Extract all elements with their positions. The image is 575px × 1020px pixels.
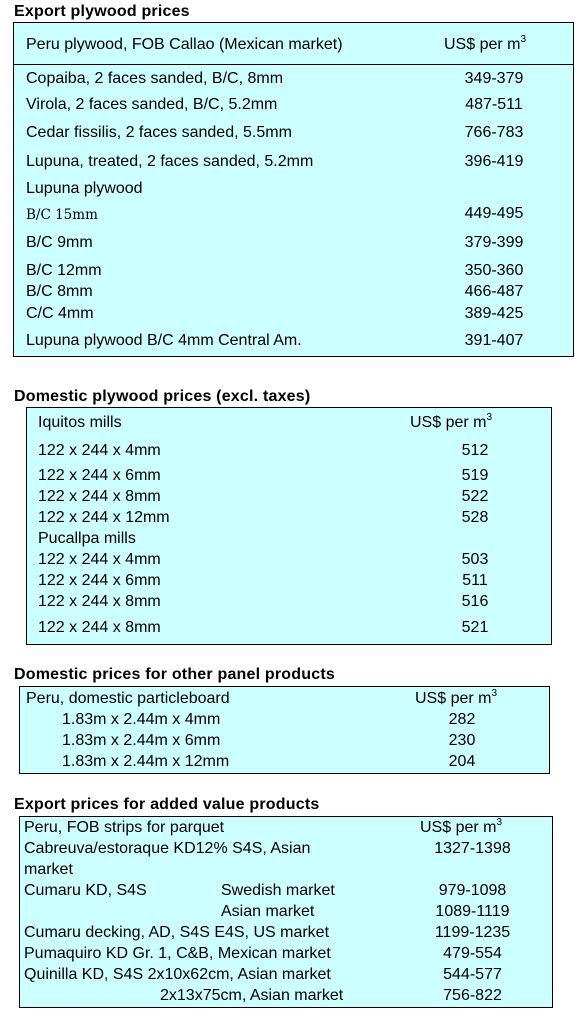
table-row-price: 512 bbox=[461, 442, 489, 459]
table-row-label: Lupuna plywood bbox=[26, 180, 143, 197]
table-row-price: 391-407 bbox=[464, 332, 524, 349]
section4-title: Export prices for added value products bbox=[14, 796, 320, 813]
table-row-price: 230 bbox=[448, 732, 476, 749]
table-row-label: 122 x 244 x 6mm bbox=[38, 572, 161, 589]
table-row-price: 503 bbox=[461, 551, 489, 568]
table-row-label: 2x13x75cm, Asian market bbox=[160, 987, 344, 1004]
table-row-price: 479-554 bbox=[443, 945, 502, 962]
table-row-label: 122 x 244 x 8mm bbox=[38, 488, 161, 505]
table-row-label: 122 x 244 x 8mm bbox=[38, 593, 161, 610]
table-row-label: Lupuna plywood B/C 4mm Central Am. bbox=[26, 332, 302, 349]
table-row-price: 544-577 bbox=[443, 966, 502, 983]
section1-title: Export plywood prices bbox=[14, 3, 190, 20]
section4-header-price: US$ per m3 bbox=[420, 817, 503, 837]
table-row-price: 521 bbox=[461, 619, 489, 636]
section4-table bbox=[19, 816, 553, 1008]
table-row-label: Cumaru decking, AD, S4S E4S, US market bbox=[24, 924, 330, 941]
table-row-label: 122 x 244 x 6mm bbox=[38, 467, 161, 484]
table-row-label: 1.83m x 2.44m x 6mm bbox=[62, 732, 221, 749]
table-row-label: 122 x 244 x 4mm bbox=[38, 442, 161, 459]
table-row-price: 389-425 bbox=[464, 305, 524, 322]
table-row-price: 979-1098 bbox=[438, 882, 507, 899]
table-row-market: Asian market bbox=[221, 903, 315, 920]
table-row-price: 519 bbox=[461, 467, 489, 484]
section2-title: Domestic plywood prices (excl. taxes) bbox=[14, 388, 311, 405]
table-row-price: 349-379 bbox=[464, 70, 524, 87]
table-row-label: 122 x 244 x 8mm bbox=[38, 619, 161, 636]
table-row-label: market bbox=[24, 861, 73, 878]
section3-header-label: Peru, domestic particleboard bbox=[26, 690, 230, 707]
table-row-label: Pucallpa mills bbox=[38, 530, 136, 547]
table-row-price: 282 bbox=[448, 711, 476, 728]
table-row-label: B/C 8mm bbox=[26, 283, 93, 300]
table-row-label: Pumaquiro KD Gr. 1, C&B, Mexican market bbox=[24, 945, 331, 962]
table-row-label: Cabreuva/estoraque KD12% S4S, Asian bbox=[24, 840, 311, 857]
section3-title: Domestic prices for other panel products bbox=[14, 666, 335, 683]
table-row-label: 1.83m x 2.44m x 12mm bbox=[62, 753, 230, 770]
table-row-label: 122 x 244 x 12mm bbox=[38, 509, 170, 526]
table-row-price: 528 bbox=[461, 509, 489, 526]
table-row-label: B/C 12mm bbox=[26, 262, 102, 279]
table-row-label: 122 x 244 x 4mm bbox=[38, 551, 161, 568]
table-row-price: 516 bbox=[461, 593, 489, 610]
table-row-market: Swedish market bbox=[221, 882, 335, 899]
table-row-label: Lupuna, treated, 2 faces sanded, 5.2mm bbox=[26, 153, 314, 170]
table-row-price: 466-487 bbox=[464, 283, 524, 300]
table-row-price: 350-360 bbox=[464, 262, 524, 279]
section2-header-label: Iquitos mills bbox=[38, 414, 122, 431]
table-row-label: C/C 4mm bbox=[26, 305, 94, 322]
table-row-price: 522 bbox=[461, 488, 489, 505]
table-row-label: Quinilla KD, S4S 2x10x62cm, Asian market bbox=[24, 966, 331, 983]
section2-table bbox=[26, 407, 552, 645]
table-row-label: B/C 9mm bbox=[26, 234, 93, 251]
table-row-price: 487-511 bbox=[465, 96, 523, 113]
table-row-price: 511 bbox=[462, 572, 488, 589]
section1-header-price: US$ per m3 bbox=[444, 34, 527, 54]
table-row-price: 204 bbox=[448, 753, 476, 770]
section3-table bbox=[19, 686, 550, 774]
section1-header-divider bbox=[13, 64, 574, 65]
table-row-price: 1089-1119 bbox=[435, 903, 510, 920]
table-row-price: 766-783 bbox=[464, 124, 524, 141]
table-row-label: 1.83m x 2.44m x 4mm bbox=[62, 711, 221, 728]
table-row-price: 1199-1235 bbox=[434, 924, 511, 941]
section1-table bbox=[13, 22, 574, 357]
section2-header-price: US$ per m3 bbox=[410, 412, 493, 432]
table-row-price: 379-399 bbox=[464, 234, 524, 251]
table-row-price: 396-419 bbox=[464, 153, 524, 170]
table-row-price: 449-495 bbox=[464, 205, 524, 222]
table-row-label: Copaiba, 2 faces sanded, B/C, 8mm bbox=[26, 70, 284, 87]
section4-header-label: Peru, FOB strips for parquet bbox=[24, 819, 225, 836]
table-row-label: B/C 15mm bbox=[26, 207, 98, 223]
table-row-label: Cedar fissilis, 2 faces sanded, 5.5mm bbox=[26, 124, 292, 141]
table-row-label: Virola, 2 faces sanded, B/C, 5.2mm bbox=[26, 96, 278, 113]
section1-header-label: Peru plywood, FOB Callao (Mexican market… bbox=[26, 36, 343, 53]
section3-header-price: US$ per m3 bbox=[415, 688, 498, 708]
table-row-price: 1327-1398 bbox=[434, 840, 511, 857]
table-row-price: 756-822 bbox=[443, 987, 502, 1004]
table-row-label: Cumaru KD, S4S bbox=[24, 882, 147, 899]
